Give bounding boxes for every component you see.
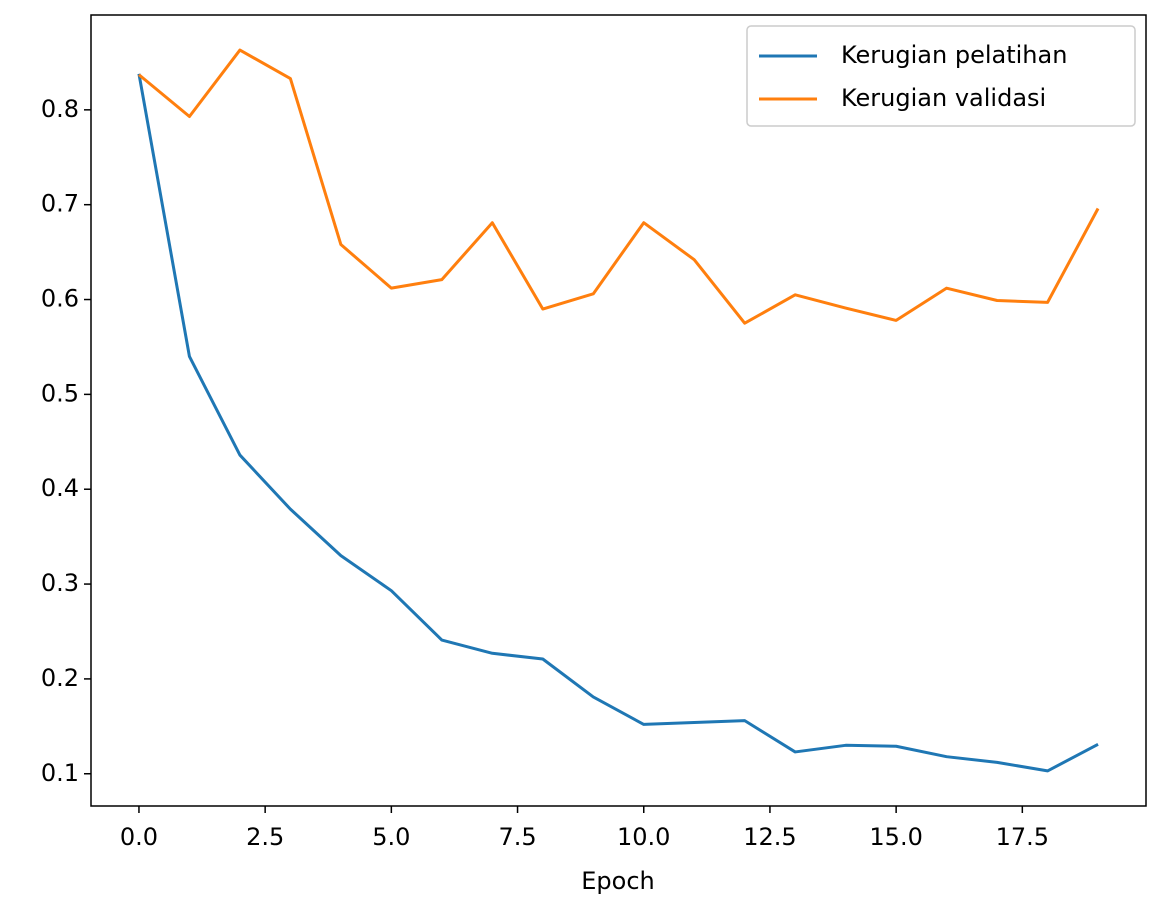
x-tick-label: 0.0 <box>120 823 158 851</box>
line-series <box>137 73 1099 773</box>
x-tick-label: 12.5 <box>743 823 796 851</box>
legend-box <box>746 25 1136 127</box>
legend-label: Kerugian pelatihan <box>841 41 1067 69</box>
y-tick-label: 0.8 <box>41 95 79 123</box>
y-tick-label: 0.2 <box>41 664 79 692</box>
y-tick-label: 0.7 <box>41 190 79 218</box>
y-tick-label: 0.1 <box>41 759 79 787</box>
legend-label: Kerugian validasi <box>841 84 1046 112</box>
y-tick-label: 0.6 <box>41 285 79 313</box>
line-series <box>137 48 1100 325</box>
y-tick-label: 0.4 <box>41 474 79 502</box>
x-tick-label: 10.0 <box>617 823 670 851</box>
x-tick-label: 15.0 <box>869 823 922 851</box>
x-axis-label: Epoch <box>581 867 655 895</box>
y-tick-label: 0.3 <box>41 569 79 597</box>
plot-frame <box>90 14 1147 807</box>
x-tick-label: 2.5 <box>246 823 284 851</box>
x-tick-label: 17.5 <box>996 823 1049 851</box>
x-tick-label: 7.5 <box>498 823 536 851</box>
x-tick-label: 5.0 <box>372 823 410 851</box>
y-tick-label: 0.5 <box>41 379 79 407</box>
